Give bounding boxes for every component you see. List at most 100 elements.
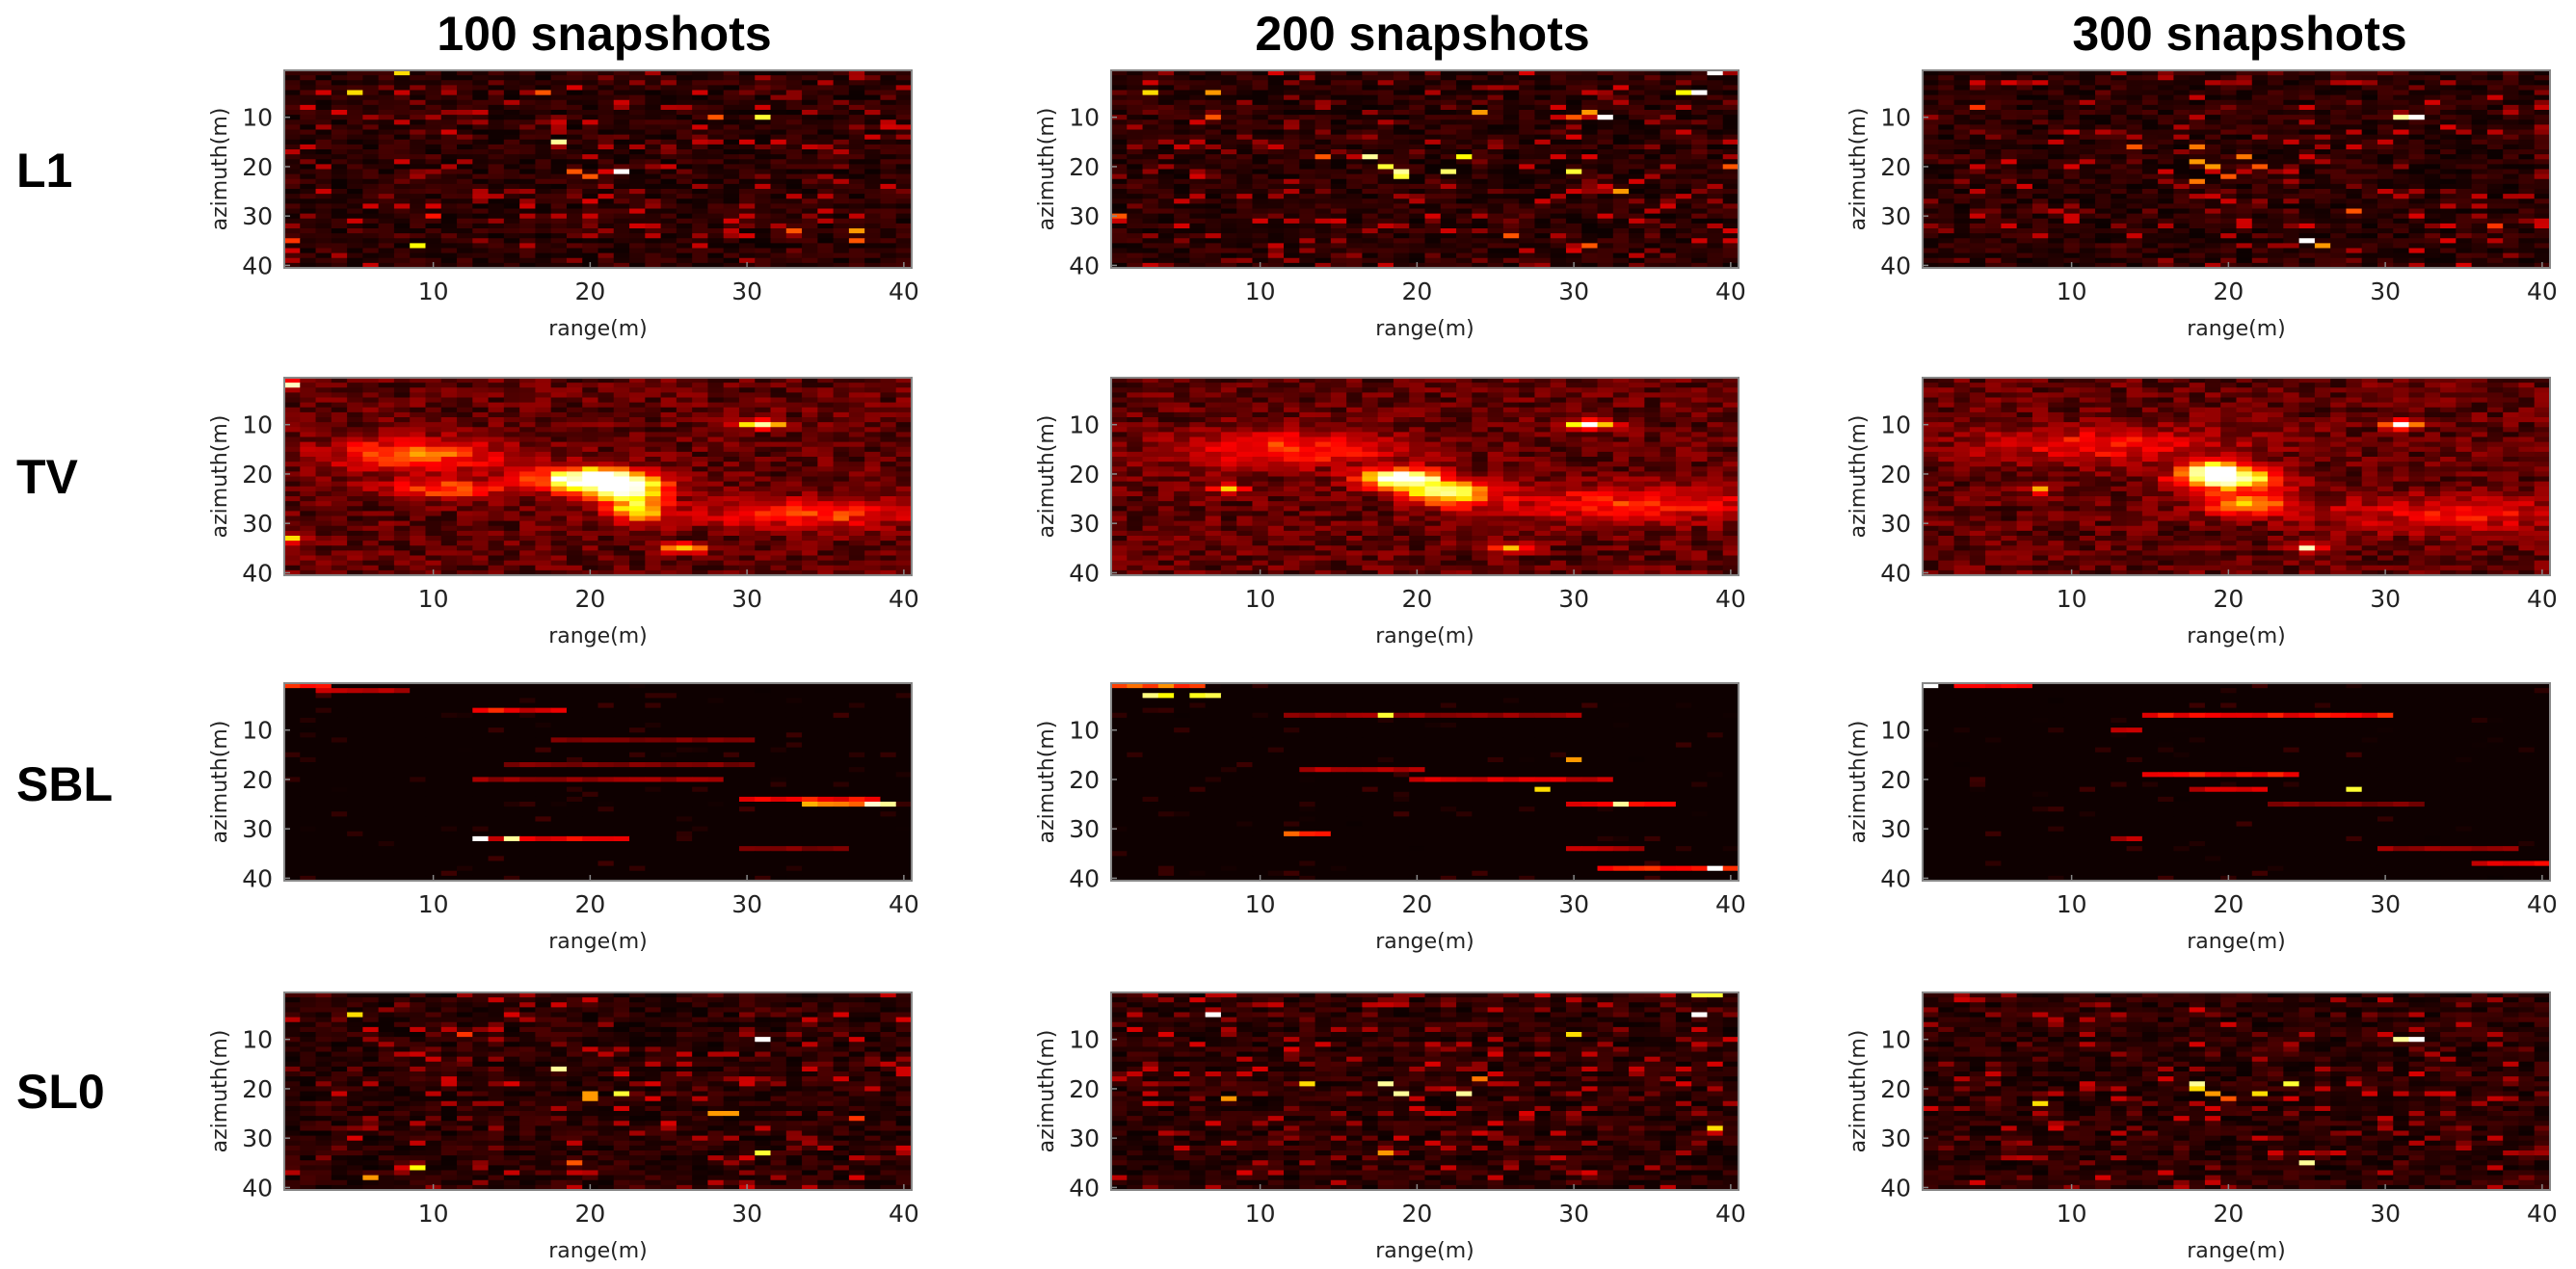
heatmap-cell [1440,129,1457,136]
heatmap-cell [1938,178,1955,185]
heatmap-cell [2346,178,2363,185]
heatmap-cell [2048,257,2065,264]
heatmap-cell [676,203,693,210]
heatmap-cell [1299,228,1316,234]
heatmap-cell [770,257,787,264]
heatmap-cell [1660,194,1677,199]
heatmap-cell [1220,124,1237,131]
heatmap-cell [1362,119,1379,125]
heatmap-cell [1220,119,1237,125]
heatmap-cell [1299,169,1316,175]
heatmap-cell [1362,169,1379,175]
heatmap-cell [1189,178,1207,185]
heatmap-cell [1969,252,1986,259]
heatmap-cell [1550,233,1567,239]
heatmap-cell [2048,90,2065,96]
heatmap-cell [1267,248,1285,254]
heatmap-cell [535,99,552,106]
heatmap-cell [2111,228,2128,234]
heatmap-cell [378,99,395,106]
heatmap-cell [2471,149,2488,155]
heatmap-cell [2251,248,2269,254]
heatmap-cell [1597,208,1614,215]
heatmap-cell [566,129,583,136]
heatmap-cell [425,173,442,180]
heatmap-cell [2016,129,2033,136]
heatmap-cell [519,387,537,393]
heatmap-cell [1660,134,1677,141]
heatmap-cell [1330,104,1347,111]
heatmap-cell [2408,173,2426,180]
heatmap-cell [347,208,363,215]
heatmap-cell [2158,115,2175,120]
heatmap-cell [707,110,725,116]
heatmap-cell [895,110,913,116]
heatmap-cell [2141,110,2159,116]
heatmap-cell [410,149,427,155]
heatmap-cell [2283,85,2300,92]
heatmap-cell [2189,257,2206,264]
heatmap-cell [2330,238,2348,244]
heatmap-cell [1284,149,1300,155]
heatmap-cell [1581,203,1599,210]
heatmap-cell [1377,85,1394,92]
heatmap-cell [2095,228,2111,234]
heatmap-cell [1424,223,1442,229]
heatmap-cell [660,183,677,190]
heatmap-cell [2486,243,2504,250]
heatmap-cell [582,208,599,215]
heatmap-cell [2330,173,2348,180]
heatmap-cell [378,243,395,250]
heatmap-cell [785,213,803,220]
heatmap-cell [864,194,882,199]
heatmap-cell [676,119,693,125]
heatmap-cell [2330,248,2348,254]
heatmap-cell [738,90,756,96]
heatmap-cell [785,248,803,254]
heatmap-cell [1472,257,1489,264]
heatmap-cell [1519,228,1536,234]
heatmap-cell [1393,90,1410,96]
heatmap-cell [284,383,301,388]
heatmap-cell [503,262,520,269]
heatmap-cell [2189,223,2206,229]
heatmap-cell [1969,80,1986,86]
heatmap-cell [2408,203,2426,210]
heatmap-cell [1299,90,1316,96]
heatmap-cell [2063,119,2081,125]
heatmap-cell [1969,238,1986,244]
heatmap-cell [802,129,818,136]
heatmap-cell [1174,223,1190,229]
heatmap-cell [2346,223,2363,229]
heatmap-cell [300,223,317,229]
heatmap-cell [519,149,537,155]
heatmap-cell [2298,223,2316,229]
heatmap-cell [660,169,677,175]
heatmap-cell [2048,252,2065,259]
heatmap-cell [1581,80,1599,86]
heatmap-cell [1938,243,1955,250]
heatmap-cell [2503,178,2520,185]
heatmap-cell [1299,257,1316,264]
heatmap-cell [315,173,332,180]
heatmap-cell [864,183,882,190]
y-tick-label: 30 [1069,202,1100,230]
heatmap-cell [1660,233,1677,239]
heatmap-cell [1675,134,1692,141]
heatmap-cell [1938,238,1955,244]
heatmap-cell [1953,169,1971,175]
heatmap-cell [613,383,630,388]
heatmap-cell [770,194,787,199]
heatmap-cell [2361,173,2378,180]
heatmap-cell [2503,164,2520,171]
heatmap-cell [2204,169,2221,175]
heatmap-cell [535,134,552,141]
heatmap-cell [2456,189,2473,195]
heatmap-cell [2408,144,2426,150]
heatmap-cell [2534,90,2551,96]
heatmap-cell [598,80,615,86]
heatmap-cell [1252,248,1269,254]
heatmap-cell [1534,203,1552,210]
heatmap-cell [582,213,599,220]
heatmap-cell [2111,213,2128,220]
